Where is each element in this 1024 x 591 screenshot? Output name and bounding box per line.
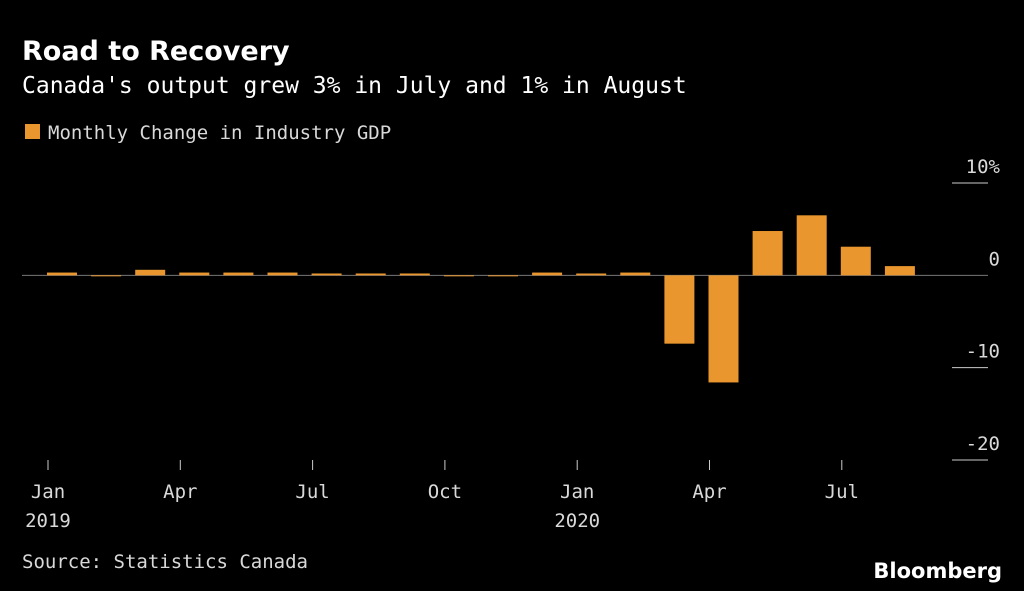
bar xyxy=(311,273,342,276)
bar xyxy=(91,275,122,277)
bar xyxy=(576,273,607,276)
x-tick-label: Apr xyxy=(163,481,197,503)
chart-subtitle: Canada's output grew 3% in July and 1% i… xyxy=(22,73,687,99)
x-tick-label: Oct xyxy=(428,481,462,503)
bar xyxy=(488,275,518,277)
x-tick-label: Jul xyxy=(825,481,859,503)
bar xyxy=(664,275,695,344)
bar xyxy=(179,272,210,276)
y-tick-label: 10% xyxy=(966,156,1001,178)
bar xyxy=(47,272,77,276)
x-tick-label: Jan 2019 xyxy=(25,481,71,532)
y-tick-label: -20 xyxy=(966,433,1000,455)
brand: Bloomberg xyxy=(873,559,1002,583)
bar xyxy=(708,275,739,383)
bar xyxy=(532,272,563,276)
bar xyxy=(355,273,386,276)
bar xyxy=(796,215,827,276)
x-tick-label: Jan 2020 xyxy=(554,481,600,532)
x-tick-label: Apr xyxy=(692,481,726,503)
source: Source: Statistics Canada xyxy=(22,551,308,573)
bar xyxy=(135,269,166,276)
bar xyxy=(752,231,783,276)
bar xyxy=(884,266,915,276)
legend-label: Monthly Change in Industry GDP xyxy=(48,122,391,144)
chart-title: Road to Recovery xyxy=(22,36,290,67)
bar xyxy=(620,272,651,276)
bar xyxy=(443,275,474,277)
legend-swatch xyxy=(25,124,40,139)
bar xyxy=(399,273,430,276)
bar xyxy=(840,246,871,276)
y-tick-label: -10 xyxy=(966,341,1000,363)
bar xyxy=(223,272,254,276)
x-tick-label: Jul xyxy=(295,481,329,503)
y-tick-label: 0 xyxy=(989,248,1000,270)
bar xyxy=(267,272,298,276)
